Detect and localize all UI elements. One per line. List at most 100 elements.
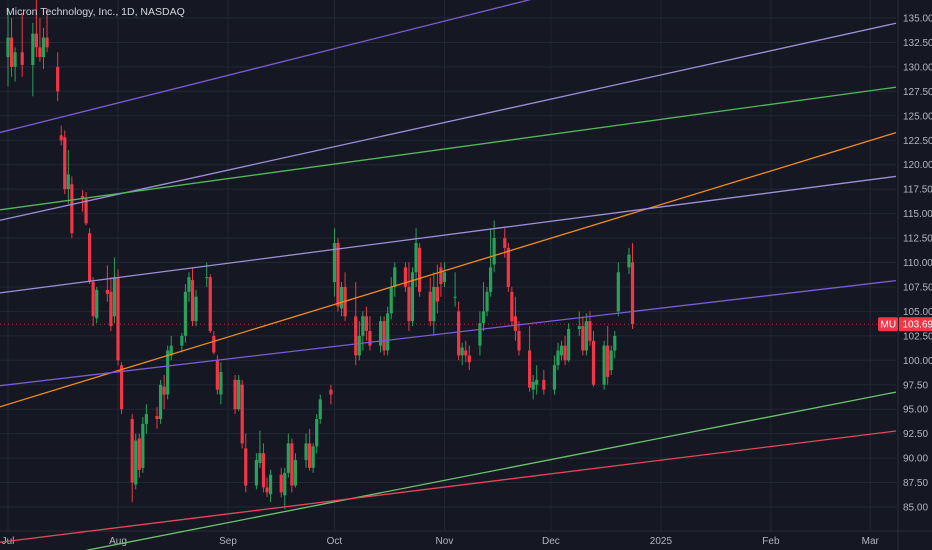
- candle[interactable]: [116, 269, 120, 366]
- candle[interactable]: [432, 272, 436, 336]
- candle[interactable]: [567, 323, 571, 363]
- candle[interactable]: [304, 433, 308, 468]
- candle[interactable]: [254, 453, 258, 490]
- candle[interactable]: [59, 125, 63, 146]
- trend-line[interactable]: [0, 430, 897, 543]
- trend-line[interactable]: [0, 391, 897, 550]
- candle[interactable]: [364, 306, 368, 341]
- candle[interactable]: [627, 247, 631, 275]
- candle[interactable]: [577, 311, 581, 336]
- candle[interactable]: [584, 313, 588, 356]
- candle[interactable]: [478, 311, 482, 356]
- y-axis[interactable]: 85.00 87.50 90.00 92.50 95.00 97.50 100.00 102.…: [903, 14, 932, 514]
- candle[interactable]: [112, 257, 117, 324]
- candle[interactable]: [183, 284, 188, 343]
- candle[interactable]: [290, 438, 294, 493]
- candle[interactable]: [283, 467, 287, 509]
- candle[interactable]: [563, 335, 567, 366]
- candle[interactable]: [488, 228, 493, 297]
- trend-lines[interactable]: [0, 0, 897, 550]
- candle[interactable]: [630, 242, 635, 330]
- candle[interactable]: [155, 407, 159, 429]
- candle[interactable]: [591, 330, 596, 387]
- candle[interactable]: [552, 355, 557, 395]
- candle[interactable]: [80, 190, 85, 212]
- candle[interactable]: [382, 316, 386, 356]
- candle[interactable]: [332, 228, 337, 297]
- candle[interactable]: [457, 301, 461, 361]
- candle[interactable]: [616, 262, 620, 317]
- candle[interactable]: [91, 277, 95, 327]
- candle[interactable]: [460, 342, 464, 366]
- candle[interactable]: [268, 469, 273, 503]
- candle[interactable]: [137, 433, 141, 478]
- candle[interactable]: [613, 330, 617, 359]
- candle[interactable]: [606, 326, 610, 385]
- candle[interactable]: [215, 355, 219, 395]
- candles[interactable]: [6, 0, 635, 509]
- candle[interactable]: [339, 282, 344, 317]
- candle[interactable]: [95, 286, 99, 324]
- candle[interactable]: [105, 265, 109, 302]
- candle[interactable]: [194, 289, 198, 327]
- candle[interactable]: [308, 428, 312, 471]
- candle[interactable]: [439, 262, 443, 297]
- candle[interactable]: [354, 282, 358, 366]
- candle[interactable]: [158, 379, 163, 424]
- candle[interactable]: [180, 332, 184, 353]
- candle[interactable]: [293, 453, 298, 488]
- candle[interactable]: [315, 414, 319, 454]
- candle[interactable]: [393, 262, 397, 297]
- candle[interactable]: [510, 286, 514, 327]
- candle[interactable]: [535, 365, 539, 395]
- candle[interactable]: [258, 430, 262, 468]
- candle[interactable]: [13, 47, 17, 82]
- candle[interactable]: [559, 340, 564, 361]
- candle[interactable]: [130, 414, 134, 503]
- candle[interactable]: [602, 340, 606, 390]
- trend-line[interactable]: [0, 22, 897, 221]
- candle[interactable]: [233, 374, 237, 415]
- candle[interactable]: [34, 0, 38, 58]
- candle[interactable]: [109, 277, 113, 331]
- candle[interactable]: [162, 374, 166, 410]
- candle[interactable]: [481, 282, 486, 331]
- trend-line[interactable]: [0, 175, 897, 294]
- candle[interactable]: [240, 379, 244, 449]
- candle[interactable]: [368, 316, 372, 351]
- candle[interactable]: [286, 433, 290, 478]
- candle[interactable]: [485, 286, 489, 317]
- candle[interactable]: [386, 306, 390, 356]
- candle[interactable]: [244, 433, 248, 493]
- candle[interactable]: [237, 374, 241, 412]
- candle[interactable]: [389, 277, 393, 320]
- candle[interactable]: [169, 335, 173, 361]
- candle[interactable]: [336, 238, 340, 312]
- candle[interactable]: [329, 384, 333, 405]
- candle[interactable]: [414, 228, 418, 287]
- candle[interactable]: [66, 150, 70, 204]
- candle[interactable]: [318, 394, 322, 424]
- candle[interactable]: [279, 467, 283, 498]
- candle[interactable]: [407, 262, 411, 331]
- candle[interactable]: [528, 326, 532, 392]
- candle[interactable]: [442, 262, 447, 287]
- candle[interactable]: [208, 274, 212, 333]
- candle[interactable]: [187, 272, 191, 302]
- candle[interactable]: [38, 18, 42, 63]
- candle[interactable]: [265, 477, 269, 498]
- candle[interactable]: [410, 267, 415, 327]
- candle[interactable]: [464, 340, 468, 363]
- trend-line[interactable]: [0, 0, 896, 134]
- trend-line[interactable]: [0, 279, 897, 387]
- candle[interactable]: [166, 345, 170, 400]
- candle[interactable]: [6, 8, 10, 87]
- candle[interactable]: [418, 242, 422, 297]
- candle[interactable]: [41, 27, 46, 69]
- candle[interactable]: [261, 443, 266, 493]
- trend-line[interactable]: [0, 132, 897, 408]
- candle[interactable]: [311, 443, 315, 473]
- candle[interactable]: [212, 330, 216, 355]
- candle[interactable]: [141, 417, 145, 473]
- candle[interactable]: [467, 345, 471, 371]
